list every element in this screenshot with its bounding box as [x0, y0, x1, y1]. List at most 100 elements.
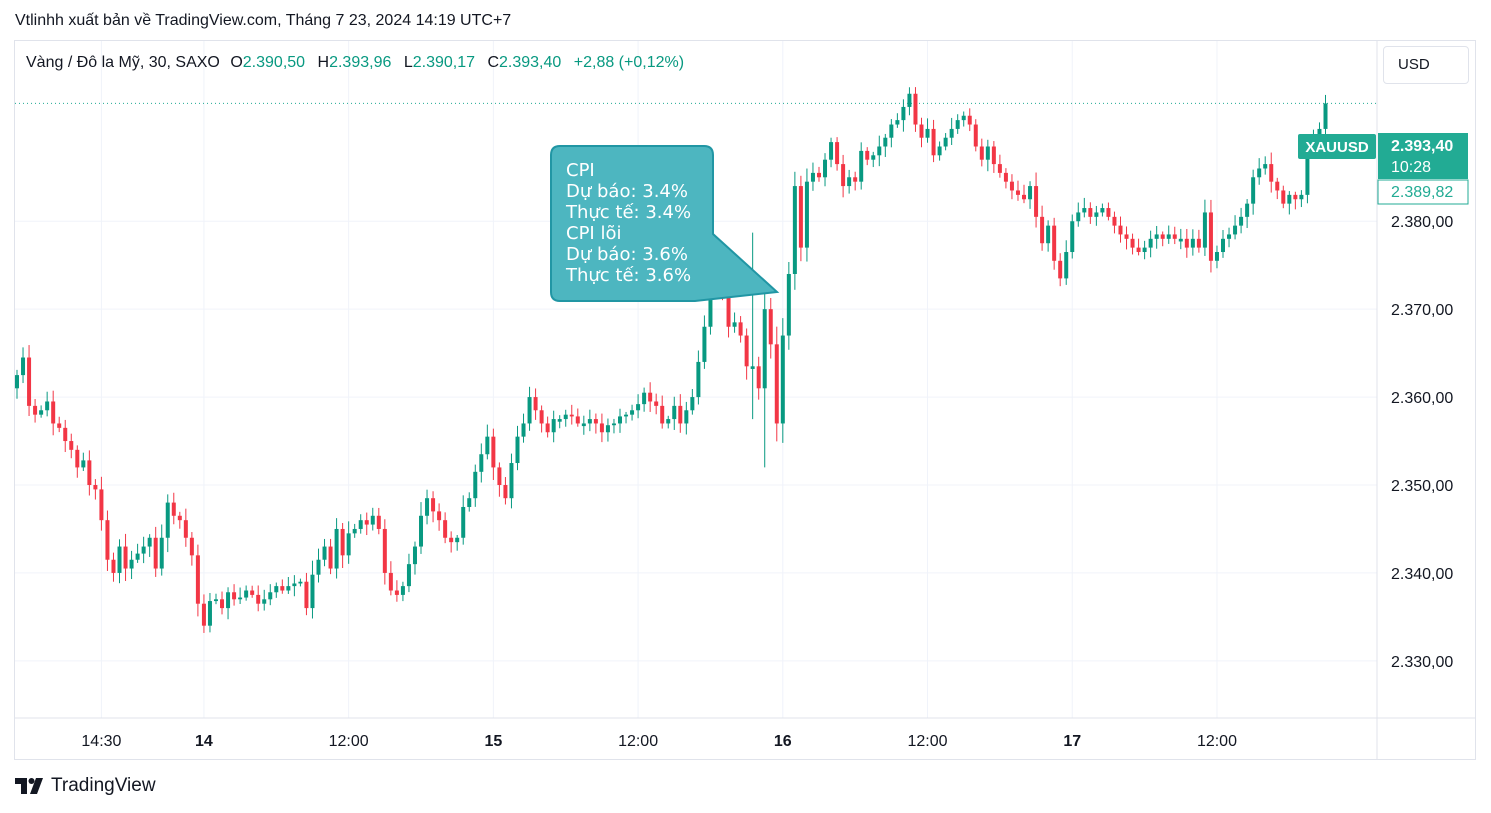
candle-body [400, 586, 405, 595]
candle-body [690, 397, 695, 411]
candle-body [642, 392, 647, 405]
candle-body [816, 172, 821, 178]
candle-body [256, 594, 261, 604]
y-tick-label: 2.360,00 [1391, 390, 1453, 407]
candle-body [605, 425, 610, 433]
candle-body [1227, 234, 1232, 239]
candle-body [177, 515, 182, 521]
candle-body [895, 120, 900, 125]
candle-body [865, 150, 870, 160]
candle-body [551, 419, 556, 433]
tradingview-logo[interactable]: TradingView [15, 775, 156, 797]
candle-body [39, 410, 44, 415]
x-tick-label: 12:00 [618, 733, 658, 750]
grid-lines [15, 41, 1377, 718]
candle-body [907, 93, 912, 107]
legend-close-label: C [487, 54, 500, 71]
candle-body [847, 177, 852, 187]
symbol-tag-bg [1298, 134, 1376, 159]
candle-body [449, 537, 454, 543]
candle-body [1040, 216, 1045, 244]
candle-body [280, 586, 285, 591]
candle-body [871, 155, 876, 160]
candle-body [708, 282, 713, 327]
annotation-line-core-forecast: Dự báo: 3.6% [566, 244, 688, 265]
candle-body [479, 454, 484, 472]
candle-body [943, 137, 948, 147]
candle-body [153, 537, 158, 569]
candle-body [648, 392, 653, 402]
candle-body [618, 416, 622, 424]
y-tick-label: 2.350,00 [1391, 478, 1453, 495]
candle-body [1124, 234, 1129, 239]
candle-body [1015, 190, 1020, 195]
candle-body [823, 159, 828, 178]
candle-body [1046, 225, 1051, 244]
candle-body [563, 414, 568, 420]
time-axis: 14:30 14 12:00 15 12:00 16 12:00 17 12:00 [81, 733, 1237, 750]
candle-body [165, 502, 170, 538]
candle-body [1112, 216, 1117, 226]
candle-body [171, 502, 176, 516]
candle-body [738, 322, 743, 336]
candle-body [1245, 203, 1250, 217]
candle-body [786, 273, 791, 336]
candle-body [27, 357, 32, 406]
candle-body [1154, 234, 1159, 239]
candle-body [1323, 103, 1328, 129]
candle-body [1269, 164, 1274, 182]
candle-body [1275, 181, 1280, 191]
candle-body [491, 436, 496, 468]
candle-body [425, 498, 430, 516]
y-tick-label: 2.380,00 [1391, 214, 1453, 231]
candle-body [1257, 168, 1262, 178]
candle-body [835, 142, 840, 165]
candle-body [841, 164, 846, 187]
candle-body [394, 590, 399, 595]
candle-body [925, 128, 930, 138]
candle-body [527, 397, 532, 424]
candle-body [654, 401, 659, 406]
candle-body [883, 137, 888, 147]
cpi-annotation[interactable]: CPI Dự báo: 3.4% Thực tế: 3.4% CPI lõi D… [550, 145, 780, 302]
candle-body [117, 546, 122, 573]
candle-body [804, 181, 809, 248]
candle-body [509, 463, 514, 499]
candle-body [87, 460, 92, 486]
legend-change: +2,88 (+0,12%) [573, 54, 685, 71]
candle-body [262, 599, 267, 604]
candle-body [443, 520, 448, 538]
candle-body [189, 537, 194, 556]
candle-body [1305, 150, 1310, 195]
currency-button[interactable]: USD [1383, 46, 1469, 84]
prev-close-tag-bg [1377, 179, 1469, 205]
candle-body [750, 366, 755, 369]
annotation-line-cpi-actual: Thực tế: 3.4% [565, 202, 691, 223]
candle-body [636, 404, 641, 411]
candle-body [1196, 238, 1201, 248]
candle-body [1052, 225, 1057, 261]
candle-body [768, 309, 773, 345]
candle-body [93, 485, 98, 490]
x-tick-label: 15 [484, 733, 502, 750]
candle-body [889, 124, 894, 138]
candle-body [557, 419, 562, 422]
candle-body [473, 471, 478, 499]
candle-body [1003, 172, 1008, 182]
y-tick-label: 2.330,00 [1391, 654, 1453, 671]
candle-body [678, 405, 683, 424]
candle-body [575, 416, 580, 424]
candle-body [159, 537, 164, 569]
candle-body [268, 592, 273, 600]
candle-body [129, 559, 134, 569]
tradingview-logo-icon [15, 778, 43, 794]
candle-body [1293, 194, 1298, 200]
candle-body [1076, 212, 1081, 222]
y-tick-label: 2.370,00 [1391, 302, 1453, 319]
candle-body [798, 186, 803, 248]
annotation-callout-shape [550, 145, 780, 302]
candle-body [1100, 208, 1105, 213]
candle-body [1034, 186, 1039, 217]
candle-body [593, 419, 598, 424]
